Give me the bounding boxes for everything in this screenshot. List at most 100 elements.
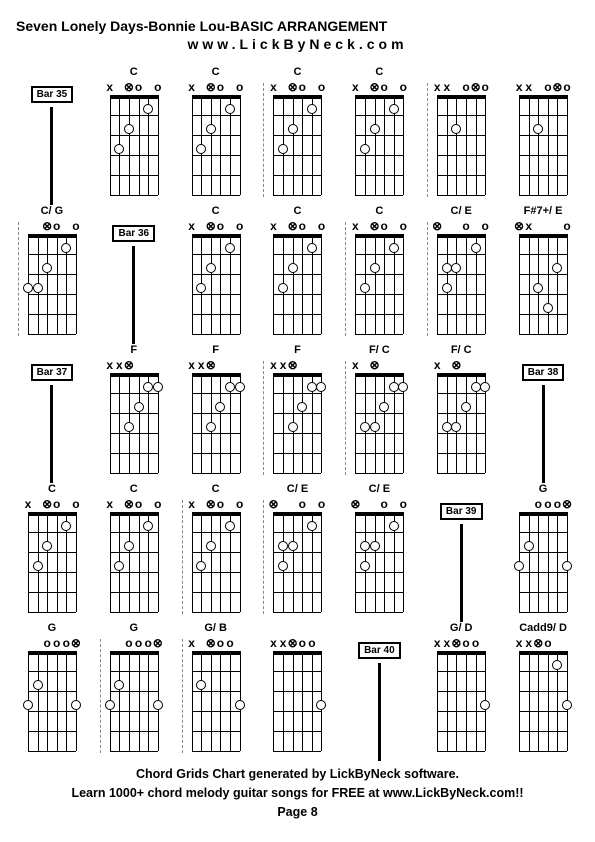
- chord-diagram: ⊗oo: [24, 222, 80, 336]
- open-muted-mark: o: [544, 637, 551, 649]
- open-muted-mark: x: [434, 637, 441, 649]
- open-muted-mark: o: [400, 498, 407, 510]
- open-muted-mark: x: [106, 81, 113, 93]
- open-muted-mark: o: [462, 81, 469, 93]
- open-muted-mark: ⊗: [206, 359, 216, 371]
- chord-cell: C/ E⊗oo: [343, 483, 415, 614]
- open-muted-mark: x: [525, 637, 532, 649]
- chord-cell: F/ Cx⊗: [425, 344, 497, 475]
- open-muted-mark: x: [270, 359, 277, 371]
- open-muted-mark: ⊗: [124, 498, 134, 510]
- open-muted-mark: o: [135, 81, 142, 93]
- open-muted-mark: o: [299, 81, 306, 93]
- chord-name: G: [129, 622, 138, 637]
- open-muted-mark: o: [154, 81, 161, 93]
- open-muted-mark: ⊗: [288, 81, 298, 93]
- chord-cell: Cx⊗oo: [98, 66, 170, 197]
- chord-diagram: x⊗oo: [188, 83, 244, 197]
- chord-name: C/ E: [451, 205, 472, 220]
- open-muted-mark: o: [217, 81, 224, 93]
- open-muted-mark: x: [525, 220, 532, 232]
- chord-cell: F#7+/ E⊗xo: [507, 205, 579, 336]
- open-muted-mark: ⊗: [432, 220, 442, 232]
- chord-cell: xx⊗oo: [262, 622, 334, 753]
- open-muted-mark: o: [299, 220, 306, 232]
- chord-name: Cadd9/ D: [519, 622, 567, 637]
- open-muted-mark: o: [53, 220, 60, 232]
- open-muted-mark: ⊗: [206, 81, 216, 93]
- bar-line: [50, 107, 53, 205]
- chord-name: F: [294, 344, 301, 359]
- open-muted-mark: ⊗: [350, 498, 360, 510]
- chord-name: F/ C: [369, 344, 390, 359]
- bar-marker: Bar 39: [425, 483, 497, 614]
- chord-name: C: [294, 205, 302, 220]
- chord-cell: Cx⊗oo: [262, 66, 334, 197]
- open-muted-mark: x: [270, 220, 277, 232]
- open-muted-mark: ⊗: [451, 359, 461, 371]
- open-muted-mark: x: [443, 637, 450, 649]
- bar-label: Bar 39: [440, 503, 483, 520]
- chord-diagram: x⊗oo: [188, 500, 244, 614]
- open-muted-mark: o: [554, 498, 561, 510]
- chord-cell: G/ Bx⊗oo: [180, 622, 252, 753]
- chord-name: C: [294, 66, 302, 81]
- open-muted-mark: x: [352, 220, 359, 232]
- footer-line-3: Page 8: [16, 803, 579, 822]
- chord-diagram: ooo⊗: [106, 639, 162, 753]
- chord-cell: Cx⊗oo: [180, 483, 252, 614]
- chord-cell: Cadd9/ D xx⊗o: [507, 622, 579, 753]
- bar-marker: Bar 35: [16, 66, 88, 197]
- chord-name: G/ B: [204, 622, 227, 637]
- bar-marker: Bar 36: [98, 205, 170, 336]
- open-muted-mark: x: [270, 81, 277, 93]
- open-muted-mark: ⊗: [562, 498, 572, 510]
- open-muted-mark: o: [318, 81, 325, 93]
- open-muted-mark: x: [443, 81, 450, 93]
- open-muted-mark: ⊗: [370, 81, 380, 93]
- chord-name: C: [375, 66, 383, 81]
- open-muted-mark: ⊗: [288, 359, 298, 371]
- open-muted-mark: o: [400, 81, 407, 93]
- open-muted-mark: o: [462, 637, 469, 649]
- chord-diagram: x⊗oo: [351, 222, 407, 336]
- open-muted-mark: ⊗: [533, 637, 543, 649]
- chord-cell: Cx⊗oo: [262, 205, 334, 336]
- open-muted-mark: o: [125, 637, 132, 649]
- chord-diagram: ⊗xo: [515, 222, 571, 336]
- chord-diagram: xx⊗: [269, 361, 325, 475]
- open-muted-mark: o: [299, 637, 306, 649]
- footer-line-2: Learn 1000+ chord melody guitar songs fo…: [16, 784, 579, 803]
- open-muted-mark: x: [434, 359, 441, 371]
- open-muted-mark: o: [400, 220, 407, 232]
- bar-line: [378, 663, 381, 761]
- open-muted-mark: o: [53, 637, 60, 649]
- chord-diagram: xx⊗o: [515, 639, 571, 753]
- open-muted-mark: o: [217, 220, 224, 232]
- open-muted-mark: x: [116, 359, 123, 371]
- chord-name: F: [130, 344, 137, 359]
- chord-cell: Cx⊗oo: [16, 483, 88, 614]
- open-muted-mark: o: [380, 220, 387, 232]
- chord-diagram: x⊗oo: [269, 83, 325, 197]
- chord-name: F: [212, 344, 219, 359]
- open-muted-mark: o: [154, 498, 161, 510]
- chord-cell: xxo⊗o: [507, 66, 579, 197]
- open-muted-mark: x: [106, 498, 113, 510]
- chord-name: G: [539, 483, 548, 498]
- open-muted-mark: ⊗: [124, 81, 134, 93]
- chord-name: C: [48, 483, 56, 498]
- chord-diagram: ⊗oo: [351, 500, 407, 614]
- chord-diagram: x⊗: [433, 361, 489, 475]
- bar-line: [460, 524, 463, 622]
- chord-name: C/ E: [287, 483, 308, 498]
- chord-diagram: ooo⊗: [24, 639, 80, 753]
- open-muted-mark: x: [516, 81, 523, 93]
- open-muted-mark: o: [236, 498, 243, 510]
- chord-name: C/ G: [41, 205, 64, 220]
- bar-marker: Bar 38: [507, 344, 579, 475]
- open-muted-mark: o: [563, 220, 570, 232]
- open-muted-mark: ⊗: [370, 220, 380, 232]
- open-muted-mark: o: [236, 220, 243, 232]
- open-muted-mark: o: [535, 498, 542, 510]
